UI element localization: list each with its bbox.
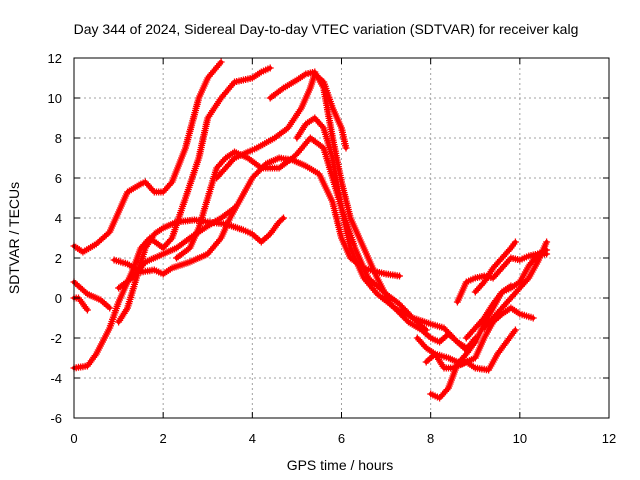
y-tick-label: 6 [55,171,62,186]
series-markers [453,250,551,306]
y-axis-title: SDTVAR / TECUs [6,182,22,294]
series-arc-11 [293,114,479,352]
chart-title: Day 344 of 2024, Sidereal Day-to-day VTE… [74,21,579,37]
y-tick-label: 2 [55,251,62,266]
x-tick-label: 0 [70,431,77,446]
y-tick-label: 8 [55,131,62,146]
x-tick-label: 10 [513,431,527,446]
y-tick-label: 12 [48,51,62,66]
series-arc-7 [115,204,238,292]
x-tick-label: 12 [602,431,616,446]
series-arc-16 [471,238,519,296]
series-markers [115,204,238,292]
x-tick-label: 4 [249,431,256,446]
x-tick-label: 2 [160,431,167,446]
series-markers [462,282,515,342]
series-markers [293,114,479,352]
series-markers [471,238,519,296]
x-axis-title: GPS time / hours [287,457,394,473]
x-tick-label: 8 [427,431,434,446]
series-markers [266,68,479,354]
series-arc-15 [453,250,551,306]
y-tick-label: -4 [50,371,62,386]
series-markers [70,278,114,312]
ticks: 0 2 4 6 8 10 12 -6 -4 -2 0 2 4 6 8 10 12 [48,51,617,446]
y-tick-label: 0 [55,291,62,306]
series-arc-18 [462,282,515,342]
series-arc-2 [70,278,114,312]
series-markers [480,238,551,332]
y-tick-label: -2 [50,331,62,346]
series-arc-17 [480,238,551,332]
y-tick-label: 10 [48,91,62,106]
series-arc-10 [266,68,479,354]
series-layer [70,58,551,402]
x-tick-label: 6 [338,431,345,446]
y-tick-label: 4 [55,211,62,226]
y-tick-label: -6 [50,411,62,426]
